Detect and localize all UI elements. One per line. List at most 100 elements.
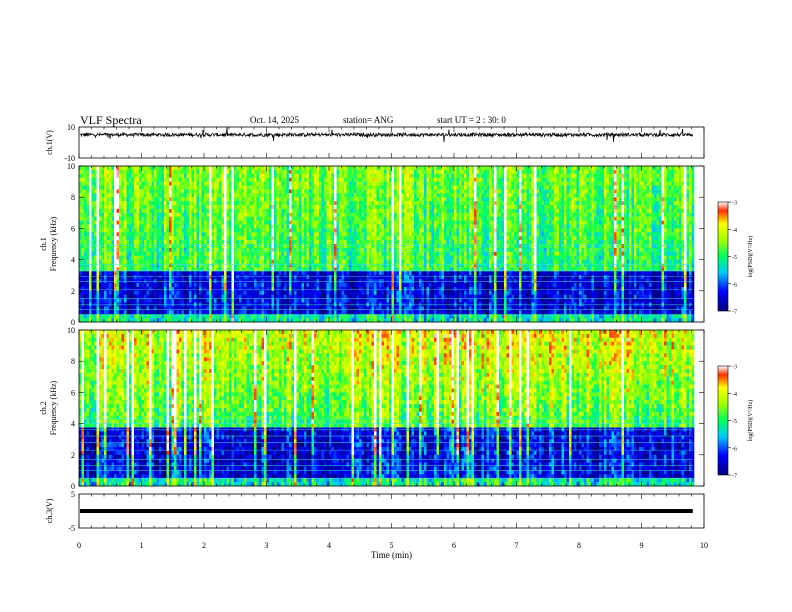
spectrogram-cell [169, 185, 172, 190]
spectrogram-cell [156, 173, 160, 178]
spectrogram-cell [216, 275, 220, 280]
spectrogram-cell [96, 271, 100, 276]
spectrogram-cell [299, 169, 302, 175]
spectrogram-cell [136, 255, 140, 260]
spectrogram-cell [201, 193, 205, 198]
spectrogram-cell [314, 220, 317, 225]
spectrogram-cell [271, 318, 275, 323]
spectrogram-cell [89, 197, 92, 202]
spectrogram-cell [169, 208, 172, 214]
spectrogram-cell [276, 185, 280, 190]
spectrogram-cell [186, 224, 190, 229]
spectrogram-cell [104, 220, 107, 225]
spectrogram-cell [376, 224, 380, 229]
spectrogram-cell [84, 240, 87, 245]
spectrogram-cell [166, 232, 170, 237]
spectrogram-cell [179, 208, 182, 214]
spectrogram-cell [251, 193, 255, 198]
spectrogram-cell [231, 205, 235, 210]
spectrogram-cell [109, 212, 112, 217]
spectrogram-cell [219, 166, 222, 171]
spectrogram-cell [331, 283, 335, 288]
spectrogram-cell [329, 193, 332, 198]
spectrogram-cell [349, 310, 352, 315]
spectrogram-cell [104, 306, 107, 311]
spectrogram-cell [374, 240, 377, 245]
spectrogram-cell [289, 251, 292, 256]
spectrogram-cell [146, 212, 150, 217]
spectrogram-cell [241, 193, 245, 198]
spectrogram-cell [294, 205, 297, 210]
spectrogram-cell [211, 298, 215, 303]
spectrogram-cell [161, 314, 165, 319]
spectrogram-cell [131, 310, 135, 315]
spectrogram-cell [304, 197, 307, 202]
spectrogram-cell [369, 267, 372, 272]
spectrogram-cell [111, 310, 115, 315]
spectrogram-cell [269, 298, 272, 303]
spectrogram-cell [114, 201, 117, 206]
spectrogram-cell [289, 310, 292, 315]
spectrogram-cell [364, 208, 367, 214]
spectrogram-cell [229, 244, 232, 249]
spectrogram-cell [141, 314, 145, 319]
spectrogram-cell [259, 283, 262, 288]
spectrogram-cell [351, 306, 355, 311]
spectrogram-cell [351, 314, 355, 319]
spectrogram-cell [79, 216, 82, 221]
spectrogram-cell [214, 314, 217, 319]
spectrogram-cell [251, 166, 255, 171]
spectrogram-cell [371, 271, 375, 276]
spectrogram-cell [216, 306, 220, 311]
spectrogram-cell [81, 267, 85, 272]
spectrogram-cell [194, 224, 197, 229]
spectrogram-cell [129, 271, 132, 276]
spectrogram-cell [156, 298, 160, 303]
spectrogram-cell [244, 189, 247, 194]
spectrogram-cell [266, 224, 270, 229]
spectrogram-cell [96, 208, 100, 214]
spectrogram-cell [194, 271, 197, 276]
spectrogram-cell [109, 169, 112, 175]
spectrogram-cell [239, 259, 242, 264]
spectrogram-cell [244, 318, 247, 323]
spectrogram-cell [229, 189, 232, 194]
spectrogram-cell [136, 216, 140, 221]
spectrogram-cell [119, 290, 122, 295]
spectrogram-cell [136, 259, 140, 264]
spectrogram-cell [234, 267, 237, 272]
spectrogram-cell [124, 271, 127, 276]
spectrogram-cell [351, 169, 355, 175]
spectrogram-cell [159, 263, 162, 268]
spectrogram-cell [191, 166, 195, 171]
spectrogram-cell [166, 166, 170, 171]
spectrogram-cell [224, 224, 227, 229]
spectrogram-cell [311, 271, 315, 276]
spectrogram-cell [144, 271, 147, 276]
spectrogram-cell [101, 197, 105, 202]
spectrogram-cell [149, 271, 152, 276]
spectrogram-cell [266, 314, 270, 319]
spectrogram-cell [221, 251, 225, 256]
spectrogram-cell [116, 193, 120, 198]
spectrogram-cell [174, 208, 177, 214]
spectrogram-cell [146, 283, 150, 288]
spectrogram-cell [366, 216, 370, 221]
spectrogram-cell [296, 197, 300, 202]
spectrogram-cell [336, 220, 340, 225]
spectrogram-cell [199, 255, 202, 260]
spectrogram-cell [321, 169, 325, 175]
spectrogram-cell [336, 310, 340, 315]
spectrogram-cell [276, 236, 280, 241]
spectrogram-cell [94, 255, 97, 260]
spectrogram-cell [284, 189, 287, 194]
spectrogram-cell [269, 185, 272, 190]
spectrogram-cell [356, 306, 360, 311]
spectrogram-cell [146, 251, 150, 256]
spectrogram-cell [239, 298, 242, 303]
spectrogram-cell [149, 283, 152, 288]
spectrogram-cell [251, 314, 255, 319]
spectrogram-cell [246, 216, 250, 221]
spectrogram-cell [169, 255, 172, 260]
spectrogram-cell [294, 255, 297, 260]
